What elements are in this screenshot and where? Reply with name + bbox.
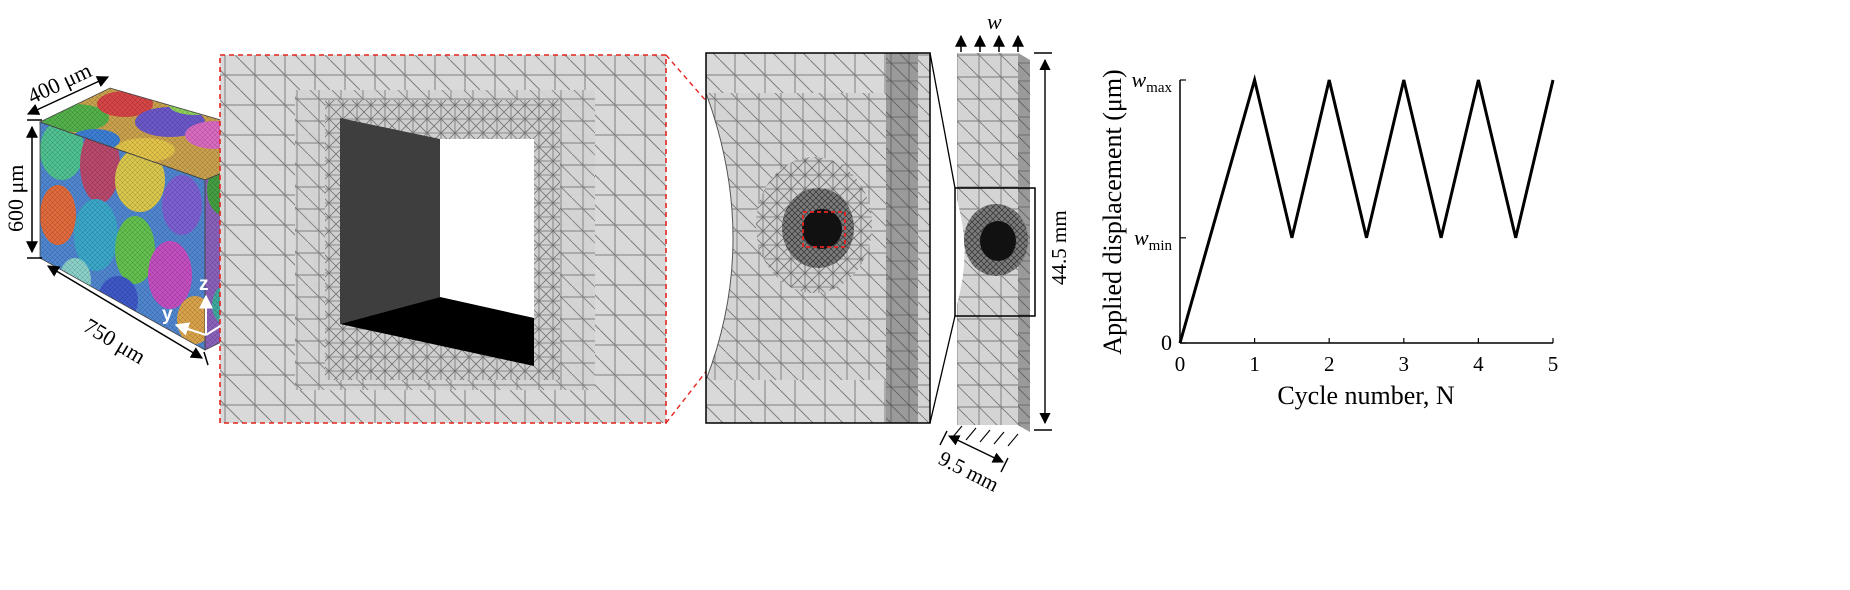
length-label: 44.5 mm <box>1047 210 1071 285</box>
x-tick-label: 4 <box>1473 352 1484 376</box>
x-tick-label: 0 <box>1175 352 1186 376</box>
zoom-frame-small <box>802 211 846 248</box>
dimension-height-label: 600 μm <box>3 165 28 232</box>
y-tick-label: 0 <box>1161 330 1172 355</box>
specimen-panel: w 44.5 mm 9.5 mm <box>935 9 1071 497</box>
width-dimension <box>939 430 1009 473</box>
x-tick-label: 5 <box>1548 352 1559 376</box>
loading-chart: 0 1 2 3 4 5 wmax wmin 0 Cycle number, N Applied… <box>1098 67 1558 410</box>
zoomed-mesh-panel <box>219 54 667 424</box>
width-label: 9.5 mm <box>935 446 1003 497</box>
x-axis-label: Cycle number, N <box>1277 381 1455 410</box>
cavity-floor <box>340 297 534 366</box>
gauge-section-panel <box>705 52 931 424</box>
specimen-connectors <box>929 52 956 424</box>
fixed-support <box>951 425 1019 447</box>
x-tick-label: 1 <box>1249 352 1260 376</box>
y-axis-label: Applied displacement (μm) <box>1098 69 1127 354</box>
y-ticks: wmax wmin 0 <box>1131 67 1186 355</box>
cavity-back-wall <box>440 139 534 318</box>
x-tick-label: 2 <box>1324 352 1335 376</box>
x-ticks: 0 1 2 3 4 5 <box>1175 338 1559 376</box>
cube-dimensions <box>26 76 209 366</box>
cavity-left-wall <box>340 118 440 324</box>
y-tick-label: wmax <box>1131 67 1172 96</box>
y-tick-label: wmin <box>1134 225 1173 254</box>
load-label: w <box>987 9 1002 34</box>
load-arrows <box>955 34 1024 52</box>
specimen-zoom-frame <box>954 187 1036 317</box>
length-dimension <box>1034 52 1052 431</box>
zoom-frame-large <box>219 54 667 424</box>
axis-z-label: z <box>199 274 209 295</box>
x-tick-label: 3 <box>1399 352 1410 376</box>
displacement-series-line <box>1178 74 1555 344</box>
axis-y-label: y <box>162 304 173 325</box>
